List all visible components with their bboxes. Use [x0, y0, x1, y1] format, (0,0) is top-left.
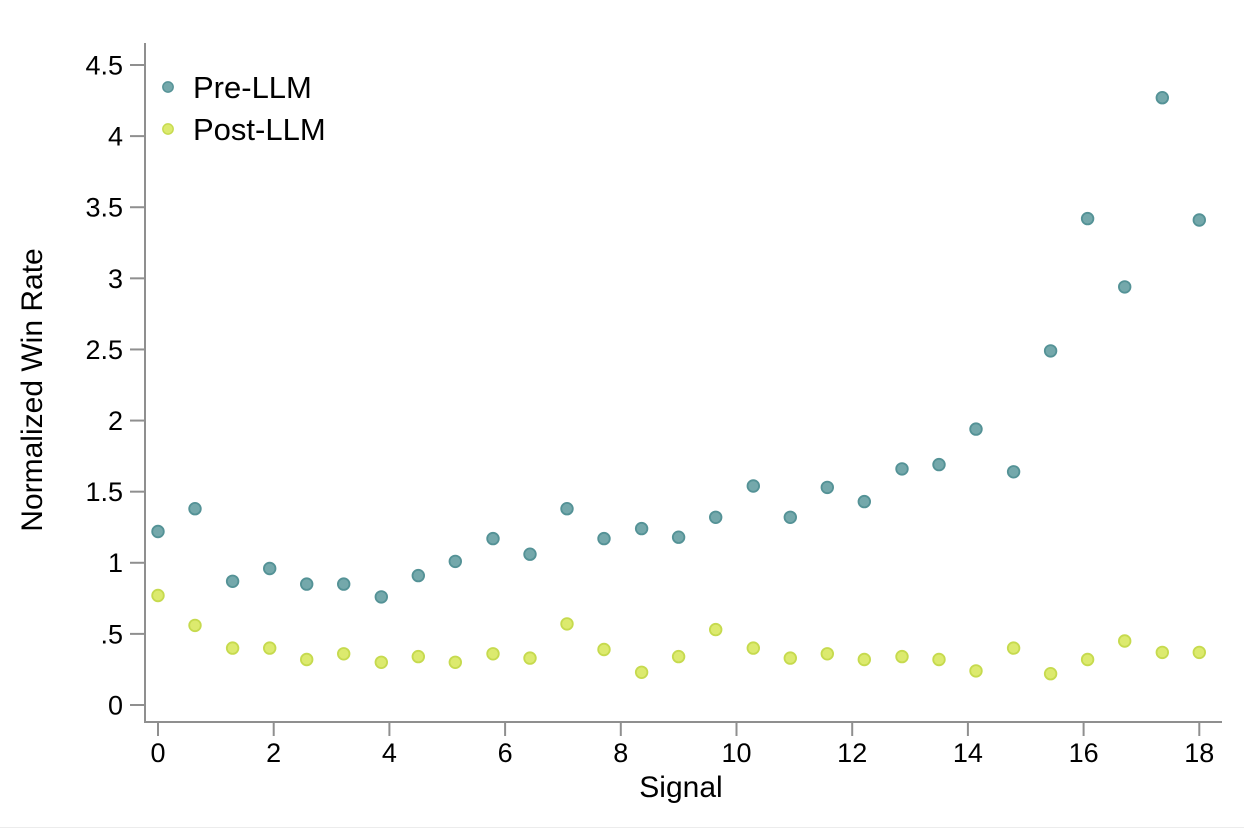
data-point-post-llm: [932, 652, 946, 667]
legend-marker-pre-llm: [162, 81, 174, 93]
data-point-post-llm: [597, 642, 611, 657]
data-point-pre-llm: [1006, 465, 1021, 479]
y-tick-label: 2.5: [85, 335, 123, 365]
x-tick-label: 6: [498, 738, 513, 768]
x-tick-label: 10: [721, 738, 751, 768]
y-tick-label: 1.5: [85, 477, 123, 507]
x-tick-label: 0: [150, 738, 165, 768]
data-point-pre-llm: [969, 422, 983, 436]
data-point-pre-llm: [411, 568, 426, 583]
y-tick-label: 0: [108, 690, 123, 720]
axes: 0 .5 1 1.5 2 2.5 3 3.5 4 4.5 0 2 4 6 8 10 12 14 16 18: [85, 43, 1222, 768]
x-tick-label: 16: [1069, 738, 1099, 768]
data-point-post-llm: [411, 649, 426, 664]
data-point-post-llm: [1155, 645, 1170, 660]
y-tick-label: .5: [100, 619, 123, 649]
data-point-post-llm: [151, 588, 165, 603]
data-point-pre-llm: [1155, 90, 1170, 105]
legend-label-pre-llm: Pre-LLM: [193, 70, 312, 105]
data-point-pre-llm: [1043, 344, 1058, 358]
data-point-pre-llm: [374, 590, 389, 604]
data-point-pre-llm: [895, 462, 909, 476]
data-point-pre-llm: [300, 577, 314, 591]
data-point-pre-llm: [634, 521, 649, 536]
data-point-post-llm: [300, 652, 314, 667]
data-point-pre-llm: [188, 502, 202, 516]
y-axis-title: Normalized Win Rate: [16, 248, 49, 531]
data-point-pre-llm: [151, 524, 165, 539]
data-point-post-llm: [895, 649, 909, 664]
y-tick-label: 2: [108, 406, 123, 436]
data-point-post-llm: [783, 651, 798, 665]
data-point-post-llm: [560, 617, 574, 631]
data-point-post-llm: [337, 647, 351, 661]
data-point-pre-llm: [337, 577, 351, 591]
data-point-post-llm: [523, 651, 537, 665]
data-point-pre-llm: [1080, 211, 1095, 226]
data-point-post-llm: [1117, 634, 1132, 648]
data-point-post-llm: [820, 647, 835, 661]
legend-label-post-llm: Post-LLM: [193, 112, 326, 147]
data-point-pre-llm: [671, 530, 686, 544]
data-point-pre-llm: [263, 561, 277, 576]
window-bottom-border: [0, 827, 1244, 828]
data-point-pre-llm: [857, 494, 872, 509]
data-point-pre-llm: [746, 479, 761, 493]
data-point-post-llm: [709, 622, 723, 637]
data-point-pre-llm: [225, 574, 240, 589]
x-tick-label: 8: [613, 738, 628, 768]
data-point-post-llm: [969, 664, 983, 678]
data-point-pre-llm: [597, 531, 611, 546]
data-point-pre-llm: [523, 547, 537, 561]
data-point-post-llm: [188, 618, 202, 633]
y-tick-label: 3.5: [85, 193, 123, 223]
x-tick-label: 18: [1184, 738, 1214, 768]
y-tick-label: 3: [108, 264, 123, 294]
data-point-pre-llm: [783, 510, 798, 525]
y-tick-label: 4.5: [85, 50, 123, 80]
y-tick-label: 1: [108, 548, 123, 578]
data-point-post-llm: [1006, 641, 1021, 655]
data-point-post-llm: [486, 647, 500, 661]
data-point-post-llm: [225, 641, 240, 655]
data-point-pre-llm: [1192, 213, 1207, 227]
legend-marker-post-llm: [162, 123, 174, 135]
x-tick-label: 2: [266, 738, 281, 768]
x-tick-label: 4: [382, 738, 397, 768]
data-point-post-llm: [857, 652, 872, 667]
data-points: [151, 90, 1207, 681]
data-point-pre-llm: [932, 457, 946, 472]
data-point-pre-llm: [560, 502, 574, 516]
x-axis-title: Signal: [639, 771, 722, 804]
data-point-post-llm: [448, 655, 463, 670]
data-point-post-llm: [634, 665, 649, 680]
data-point-post-llm: [374, 655, 389, 670]
data-point-pre-llm: [709, 510, 723, 525]
legend: Pre-LLM Post-LLM: [162, 70, 326, 147]
data-point-pre-llm: [1117, 280, 1132, 294]
data-point-pre-llm: [820, 480, 835, 495]
data-point-post-llm: [671, 649, 686, 664]
data-point-pre-llm: [448, 554, 463, 569]
data-point-post-llm: [1043, 667, 1058, 681]
x-tick-label: 12: [837, 738, 867, 768]
x-tick-label: 14: [953, 738, 983, 768]
data-point-post-llm: [746, 641, 761, 655]
data-point-post-llm: [1080, 652, 1095, 667]
data-point-post-llm: [263, 641, 277, 655]
data-point-post-llm: [1192, 645, 1207, 660]
y-tick-label: 4: [108, 122, 123, 152]
data-point-pre-llm: [486, 531, 500, 546]
